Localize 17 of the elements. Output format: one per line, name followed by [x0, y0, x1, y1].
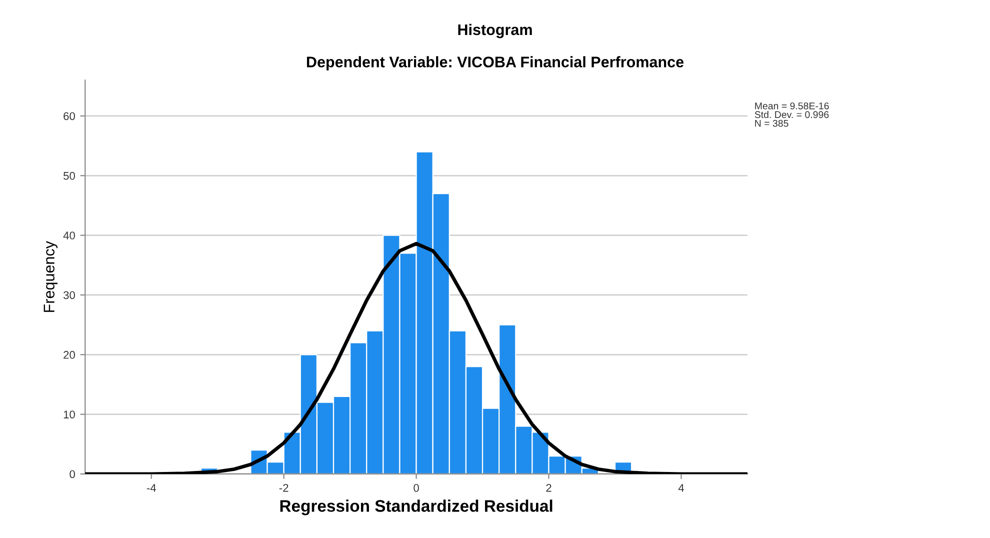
y-tick-label: 30 [63, 291, 75, 300]
chart-subtitle: Dependent Variable: VICOBA Financial Perfromance [306, 56, 684, 70]
y-tick-label: 20 [64, 350, 75, 359]
y-tick-label: 60 [64, 112, 75, 120]
x-tick-label: 2 [546, 484, 552, 492]
y-tick-label: 40 [63, 232, 75, 240]
y-tick-label: 10 [64, 410, 75, 418]
x-tick-label: 4 [678, 484, 684, 492]
y-tick-label: 0 [70, 470, 75, 478]
y-tick-label: 50 [64, 172, 75, 180]
x-tick-label: -4 [146, 484, 156, 492]
chart-title: Histogram [458, 24, 532, 38]
x-tick-label: -2 [279, 484, 288, 492]
y-axis-title: Frequency [44, 241, 58, 312]
text: Mean = 9.58E-16 Std. Dev. = 0.996 N = 385 [754, 102, 829, 127]
x-tick-label: 0 [414, 484, 419, 492]
x-axis-title: Regression Standardized Residual [280, 500, 552, 516]
